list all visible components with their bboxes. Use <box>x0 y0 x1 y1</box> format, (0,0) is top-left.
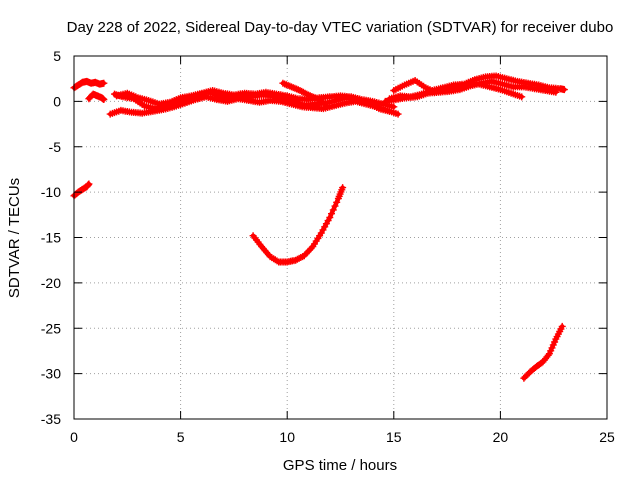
series-track-5 <box>113 87 398 111</box>
x-tick-label: 15 <box>386 429 402 445</box>
x-axis-title: GPS time / hours <box>283 457 397 474</box>
axis-ticks <box>73 55 608 420</box>
y-tick-label: -25 <box>41 320 61 336</box>
series-track-2 <box>85 90 108 104</box>
y-tick-label: -15 <box>41 230 61 246</box>
y-tick-label: -20 <box>41 275 61 291</box>
series-track-1 <box>70 77 108 92</box>
data-point <box>100 79 108 87</box>
series-track-11 <box>249 184 347 266</box>
x-tick-label: 20 <box>493 429 509 445</box>
y-tick-label: -35 <box>41 411 61 427</box>
y-tick-label: -30 <box>41 366 61 382</box>
data-point <box>518 93 526 101</box>
data-points <box>70 72 568 382</box>
data-point <box>331 202 339 210</box>
series-track-6 <box>279 79 330 108</box>
data-point <box>552 88 560 96</box>
y-tick-label: -5 <box>49 139 62 155</box>
tick-labels: 0 5 10 15 20 25 5 0 -5 -10 -15 -20 -25 -30 -35 <box>41 48 615 445</box>
y-axis-title: SDTVAR / TECUs <box>6 178 23 298</box>
data-point <box>544 351 552 359</box>
data-point <box>85 180 93 188</box>
y-tick-label: 0 <box>53 93 61 109</box>
x-tick-label: 25 <box>599 429 615 445</box>
data-point <box>328 210 335 218</box>
series-track-4 <box>106 93 402 118</box>
data-point <box>390 103 398 111</box>
grid-lines <box>74 56 607 419</box>
x-tick-label: 10 <box>279 429 295 445</box>
data-point <box>339 184 347 192</box>
data-point <box>560 86 568 94</box>
series-track-9 <box>381 77 560 105</box>
data-point <box>322 100 330 108</box>
y-tick-label: -10 <box>41 184 61 200</box>
data-point <box>394 110 402 118</box>
x-tick-label: 0 <box>70 429 78 445</box>
data-point <box>326 214 334 221</box>
x-tick-label: 5 <box>177 429 185 445</box>
data-point <box>558 322 566 330</box>
data-point <box>333 198 341 206</box>
data-point <box>100 96 108 104</box>
series-track-12 <box>520 322 566 382</box>
chart-title: Day 228 of 2022, Sidereal Day-to-day VTE… <box>67 19 614 36</box>
y-tick-label: 5 <box>53 48 61 64</box>
data-point <box>329 206 337 214</box>
